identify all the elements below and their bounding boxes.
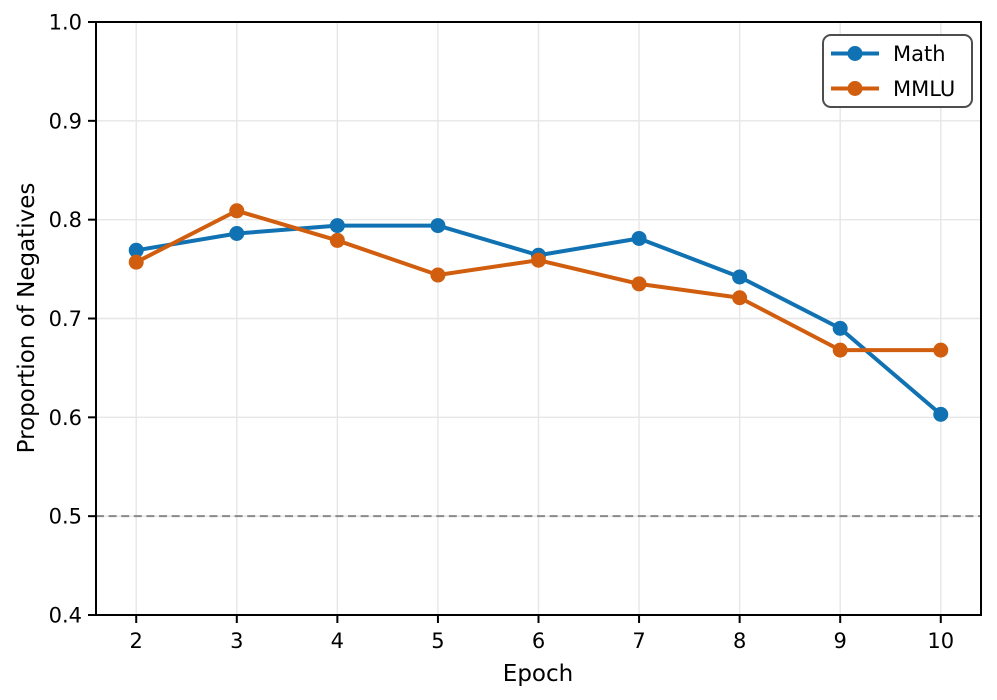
x-tick-label: 6 (532, 629, 545, 653)
x-tick-label: 10 (927, 629, 954, 653)
math-series-marker (128, 242, 144, 258)
legend-label-mmlu: MMLU (893, 77, 955, 101)
math-series-marker (229, 226, 245, 242)
mmlu-series-marker (531, 252, 546, 268)
legend: Math MMLU (822, 34, 973, 108)
tick-layer: 2 3 4 5 6 7 8 9 10 0.4 0.5 0.6 0.7 0.8 0.9 1.0 (49, 11, 955, 654)
math-series-marker (430, 218, 446, 234)
y-tick-label: 0.7 (49, 307, 82, 331)
math-series-marker (329, 218, 345, 234)
legend-marker-math (847, 46, 863, 61)
mmlu-series-marker (329, 232, 345, 248)
x-tick-label: 9 (834, 629, 847, 653)
series-layer (128, 203, 949, 422)
legend-label-math: Math (893, 42, 946, 66)
x-tick-label: 7 (632, 629, 645, 653)
mmlu-series-marker (430, 267, 446, 283)
plot-border (95, 21, 982, 616)
math-series-marker (631, 230, 647, 246)
legend-item-math: Math (831, 42, 946, 66)
legend-marker-mmlu (847, 81, 863, 96)
math-series-marker (832, 320, 848, 336)
y-tick-label: 0.8 (49, 208, 82, 232)
grid-layer (96, 21, 981, 616)
mmlu-series-marker (128, 254, 144, 270)
y-axis-label: Proportion of Negatives (14, 183, 40, 454)
mmlu-series-marker (933, 342, 949, 358)
y-tick-label: 0.6 (49, 406, 82, 430)
math-series-marker (732, 269, 748, 285)
mmlu-series-marker (732, 290, 748, 306)
math-series-marker (933, 406, 949, 422)
y-tick-label: 0.4 (49, 604, 82, 628)
x-axis-label: Epoch (503, 661, 573, 687)
y-tick-label: 0.9 (49, 109, 82, 133)
x-tick-label: 2 (130, 629, 143, 653)
mmlu-series-marker (832, 342, 848, 358)
x-tick-label: 8 (733, 629, 746, 653)
x-tick-label: 5 (431, 629, 444, 653)
mmlu-series-marker (631, 276, 647, 292)
y-tick-label: 0.5 (49, 505, 82, 529)
x-tick-label: 3 (230, 629, 243, 653)
legend-item-mmlu: MMLU (831, 77, 955, 101)
y-tick-label: 1.0 (49, 11, 82, 35)
x-tick-label: 4 (331, 629, 344, 653)
mmlu-series-marker (229, 203, 245, 219)
